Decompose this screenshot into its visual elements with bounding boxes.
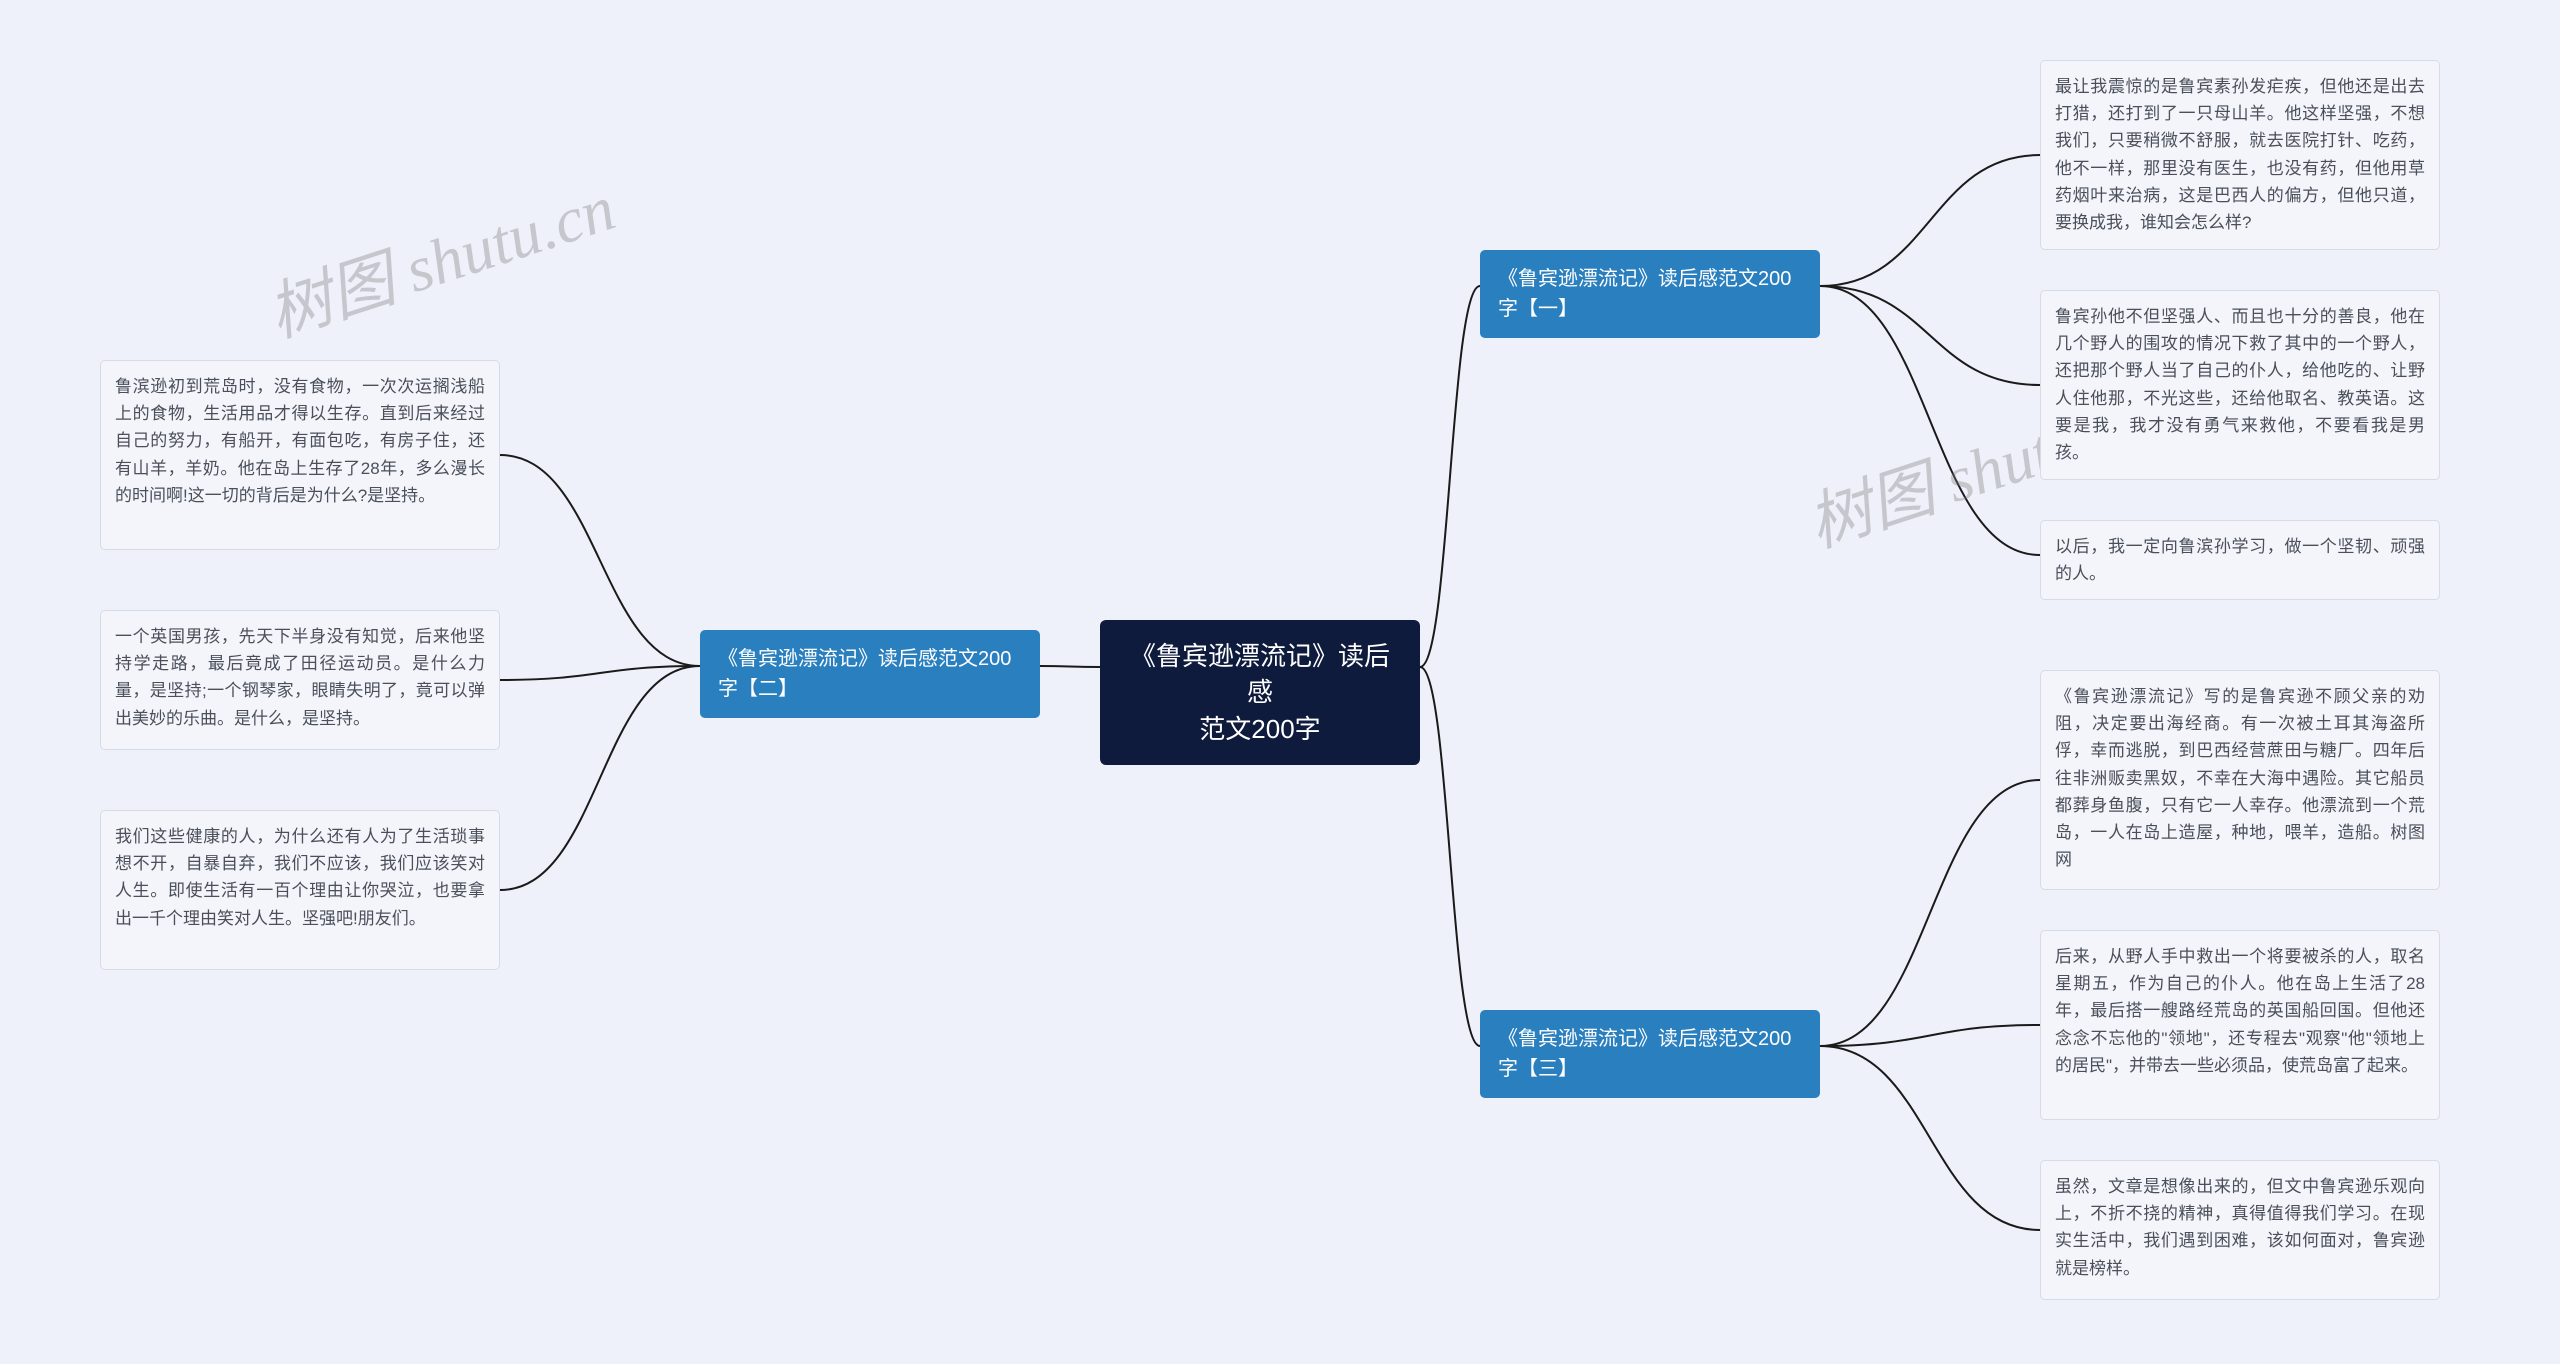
node-b3l1: 《鲁宾逊漂流记》写的是鲁宾逊不顾父亲的劝阻，决定要出海经商。有一次被土耳其海盗所… xyxy=(2040,670,2440,890)
node-text: 《鲁宾逊漂流记》读后感 范文200字 xyxy=(1130,641,1390,744)
node-text: 最让我震惊的是鲁宾素孙发疟疾，但他还是出去打猎，还打到了一只母山羊。他这样坚强，… xyxy=(2055,77,2425,232)
node-text: 《鲁宾逊漂流记》读后感范文200 字【二】 xyxy=(718,648,1011,700)
node-text: 一个英国男孩，先天下半身没有知觉，后来他坚持学走路，最后竟成了田径运动员。是什么… xyxy=(115,627,485,728)
node-b3: 《鲁宾逊漂流记》读后感范文200 字【三】 xyxy=(1480,1010,1820,1098)
node-root: 《鲁宾逊漂流记》读后感 范文200字 xyxy=(1100,620,1420,765)
node-text: 虽然，文章是想像出来的，但文中鲁宾逊乐观向上，不折不挠的精神，真得值得我们学习。… xyxy=(2055,1177,2425,1278)
node-b1l2: 鲁宾孙他不但坚强人、而且也十分的善良，他在几个野人的围攻的情况下救了其中的一个野… xyxy=(2040,290,2440,480)
node-text: 后来，从野人手中救出一个将要被杀的人，取名星期五，作为自己的仆人。他在岛上生活了… xyxy=(2055,947,2425,1075)
node-b1l1: 最让我震惊的是鲁宾素孙发疟疾，但他还是出去打猎，还打到了一只母山羊。他这样坚强，… xyxy=(2040,60,2440,250)
node-text: 鲁宾孙他不但坚强人、而且也十分的善良，他在几个野人的围攻的情况下救了其中的一个野… xyxy=(2055,307,2425,462)
node-b1l3: 以后，我一定向鲁滨孙学习，做一个坚韧、顽强的人。 xyxy=(2040,520,2440,600)
node-text: 《鲁宾逊漂流记》读后感范文200 字【三】 xyxy=(1498,1028,1791,1080)
node-text: 《鲁宾逊漂流记》写的是鲁宾逊不顾父亲的劝阻，决定要出海经商。有一次被土耳其海盗所… xyxy=(2055,687,2425,869)
node-b2l2: 一个英国男孩，先天下半身没有知觉，后来他坚持学走路，最后竟成了田径运动员。是什么… xyxy=(100,610,500,750)
node-text: 我们这些健康的人，为什么还有人为了生活琐事想不开，自暴自弃，我们不应该，我们应该… xyxy=(115,827,485,928)
node-b2: 《鲁宾逊漂流记》读后感范文200 字【二】 xyxy=(700,630,1040,718)
node-text: 以后，我一定向鲁滨孙学习，做一个坚韧、顽强的人。 xyxy=(2055,537,2425,583)
node-b1: 《鲁宾逊漂流记》读后感范文200 字【一】 xyxy=(1480,250,1820,338)
node-b2l1: 鲁滨逊初到荒岛时，没有食物，一次次运搁浅船上的食物，生活用品才得以生存。直到后来… xyxy=(100,360,500,550)
node-text: 《鲁宾逊漂流记》读后感范文200 字【一】 xyxy=(1498,268,1791,320)
node-b3l2: 后来，从野人手中救出一个将要被杀的人，取名星期五，作为自己的仆人。他在岛上生活了… xyxy=(2040,930,2440,1120)
node-b3l3: 虽然，文章是想像出来的，但文中鲁宾逊乐观向上，不折不挠的精神，真得值得我们学习。… xyxy=(2040,1160,2440,1300)
node-b2l3: 我们这些健康的人，为什么还有人为了生活琐事想不开，自暴自弃，我们不应该，我们应该… xyxy=(100,810,500,970)
node-text: 鲁滨逊初到荒岛时，没有食物，一次次运搁浅船上的食物，生活用品才得以生存。直到后来… xyxy=(115,377,485,505)
